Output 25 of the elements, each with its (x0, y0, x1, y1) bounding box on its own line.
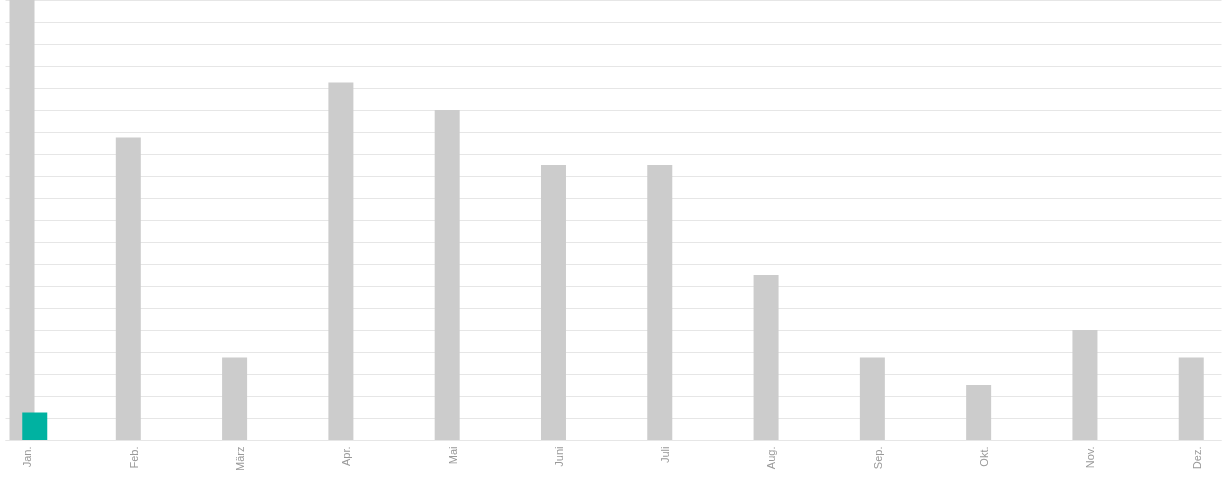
x-tick-label: Feb. (127, 446, 140, 469)
bar (115, 137, 141, 440)
x-tick-label: Jan. (21, 446, 34, 468)
bar (22, 412, 48, 440)
x-tick-label: Nov. (1084, 446, 1097, 469)
x-tick-label: Sep. (871, 446, 884, 470)
bar (328, 82, 354, 440)
x-tick-label: Mai (446, 446, 459, 465)
x-tick-label: Okt. (978, 446, 991, 467)
x-tick-label: Apr. (340, 446, 353, 467)
x-tick-label: Aug. (765, 446, 778, 470)
bar (434, 110, 460, 440)
x-tick-label: März (233, 446, 246, 471)
bar (1072, 330, 1098, 440)
bar (9, 0, 35, 440)
bar (753, 275, 779, 440)
bar (540, 165, 566, 440)
x-tick-label: Dez. (1190, 446, 1203, 470)
bar (1178, 357, 1204, 440)
bar (647, 165, 673, 440)
x-tick-label: Juli (659, 446, 672, 464)
bar (222, 357, 248, 440)
x-tick-label: Juni (552, 446, 565, 467)
bar (859, 357, 885, 440)
bar (966, 385, 992, 440)
